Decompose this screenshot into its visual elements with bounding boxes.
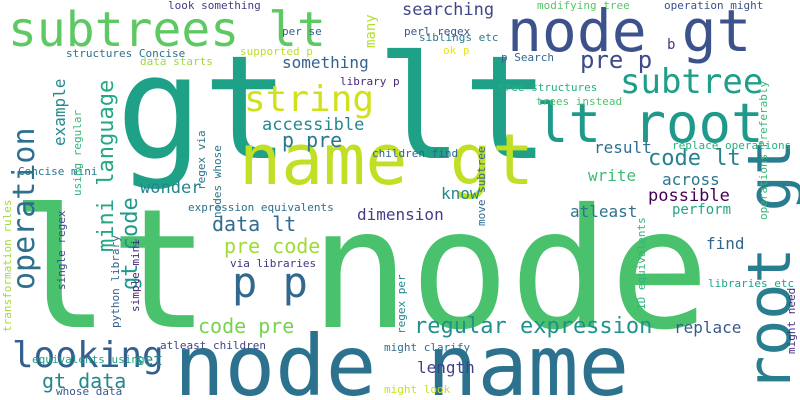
word-regular-expression: regular expression: [414, 314, 653, 339]
word-whose-data: might look: [384, 383, 451, 396]
word-p-p: p p: [232, 258, 308, 307]
word-trees-instead: trees instead: [536, 95, 623, 108]
word-across: across: [662, 170, 720, 189]
word-something: something: [282, 53, 369, 72]
word-regex-via: regex via: [195, 130, 208, 190]
word-atleast: atleast: [570, 202, 638, 221]
word-operations-preferably: operations Preferably: [757, 80, 770, 220]
word-equivalents-using: might need: [785, 287, 798, 354]
word-move-subtree: move subtree: [475, 146, 488, 226]
word-string: string: [244, 79, 375, 120]
word-structures-concise: structures Concise: [66, 47, 186, 60]
word-searching: searching: [402, 0, 495, 20]
word-data-starts: data starts: [140, 55, 213, 68]
word-library-p: library p: [340, 75, 400, 88]
word-p-search: p Search: [501, 51, 554, 64]
word-data-lt: data lt: [212, 212, 297, 236]
word-expression-equivalents: expression equivalents: [188, 201, 334, 214]
word-siblings-etc: siblings etc: [419, 31, 499, 44]
word-operation: operation: [7, 127, 42, 290]
word-dimension: dimension: [357, 205, 444, 224]
word-regex-per: libraries etc: [708, 277, 795, 290]
word-wonder: wonder: [140, 178, 202, 198]
word-p-pre: p pre: [282, 128, 343, 152]
word-pre-code: pre code: [224, 234, 321, 258]
word-accessible: accessible: [262, 115, 365, 135]
word-b: b: [667, 37, 676, 53]
word-nodes-whose: children find: [372, 147, 459, 160]
word-simple-mini: atleast children: [160, 339, 266, 352]
word-python-library: python library: [109, 235, 122, 328]
word-node-gt: node gt: [507, 0, 752, 65]
word-possible: possible: [648, 186, 730, 206]
word-look-something: look something: [168, 0, 261, 12]
word-lt-node: lt node: [10, 174, 710, 367]
word-name-gt: name gt: [239, 119, 535, 201]
word-node-name: node name: [174, 317, 630, 400]
word-libraries-etc: regex per: [395, 274, 408, 334]
word-supported-p: supported p: [240, 45, 313, 58]
word-transformation-rules: transformation rules: [1, 199, 14, 332]
word-write: write: [588, 166, 637, 185]
word-perl-regex: perl regex: [404, 25, 471, 38]
word-ok-p: ok p: [443, 44, 470, 57]
word-children-find: nodes whose: [211, 145, 224, 218]
word-code-lt: code lt: [648, 146, 741, 171]
word-gt-lt: gt lt: [116, 24, 550, 192]
word-lt-root: lt root: [536, 92, 764, 155]
word-example: example: [50, 78, 69, 146]
word-per-se: per se: [282, 25, 322, 38]
word-modifying-tree: modifying tree: [537, 0, 630, 12]
word-length: length: [417, 358, 475, 377]
word-might-clarify: equivalents using: [32, 353, 145, 366]
word-single-regex: single regex: [55, 210, 68, 290]
word-atleast-children: via libraries: [230, 257, 317, 270]
word-using-regular: using regular: [71, 109, 84, 196]
word-find: find: [706, 234, 745, 253]
word-might-look: might clarify: [384, 341, 471, 354]
word-via-libraries: simple mini: [129, 239, 142, 312]
word-mini-language: mini language: [94, 79, 119, 252]
word-result: result: [594, 138, 652, 157]
word-root-gt: root gt: [735, 139, 800, 392]
word-looking: looking: [12, 335, 164, 376]
word-subtree: subtree: [620, 62, 764, 102]
word-concise-mini: Concise mini: [18, 165, 98, 178]
word-1d-equivalents: 1D equivalents: [635, 217, 648, 310]
word-set: set: [134, 350, 163, 369]
word-perform: perform: [672, 202, 732, 218]
word-code-pre: code pre: [198, 314, 295, 338]
word-many: many: [363, 14, 379, 48]
word-tree-structures: tree structures: [498, 81, 598, 94]
word-replace-operations: replace operations: [672, 139, 792, 152]
word-subtrees-lt: subtrees lt: [8, 2, 326, 58]
word-pre-p: pre p: [580, 46, 653, 74]
word-know: know: [441, 184, 480, 203]
word-gt-data: gt data: [42, 369, 127, 393]
word-might-need: whose data: [56, 385, 123, 398]
word-operation-might: operation might: [664, 0, 764, 12]
word-replace: replace: [674, 318, 742, 337]
